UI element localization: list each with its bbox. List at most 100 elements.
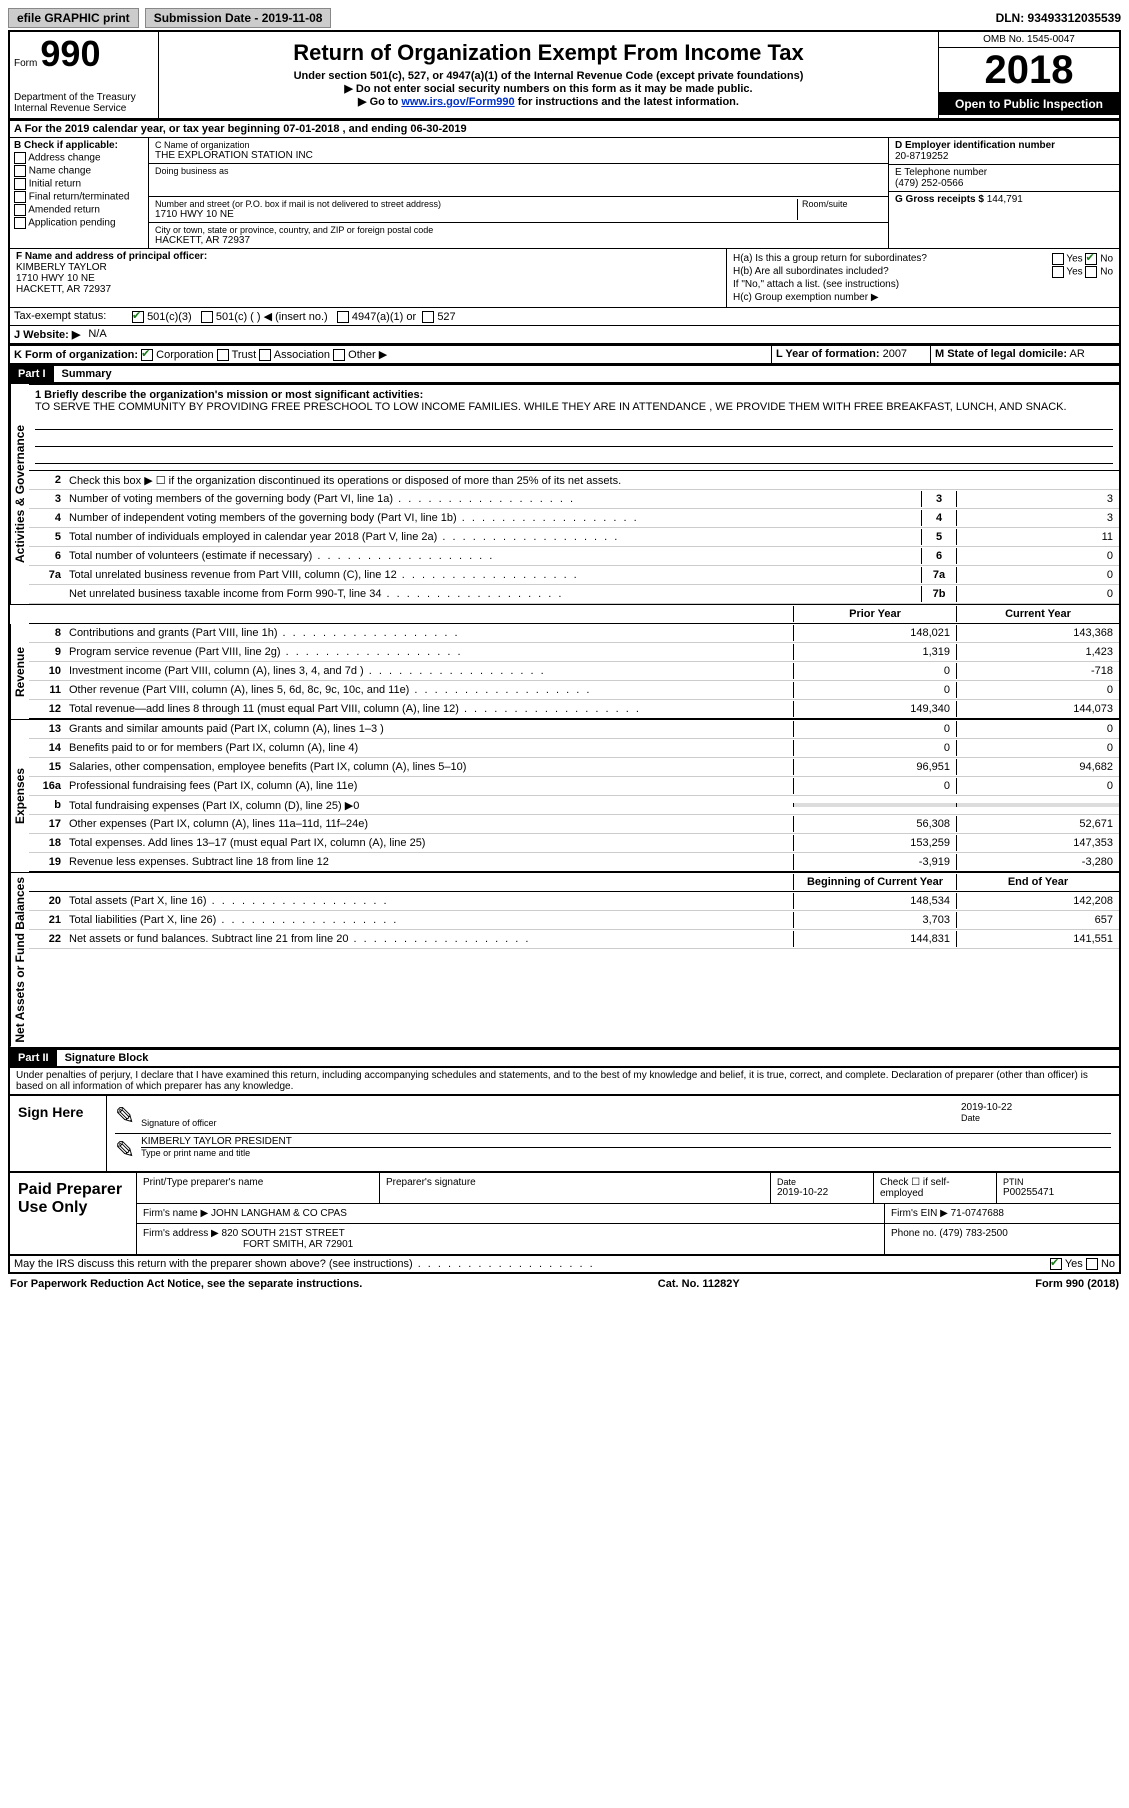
city-label: City or town, state or province, country…	[155, 225, 882, 235]
j-value: N/A	[84, 326, 110, 343]
opt-amended: Amended return	[28, 205, 100, 216]
prep-name-label: Print/Type preparer's name	[137, 1173, 380, 1203]
k-label: K Form of organization:	[14, 349, 138, 361]
discuss-yes[interactable]: Yes	[1065, 1258, 1083, 1270]
form-word: Form	[14, 58, 37, 69]
gross-value: 144,791	[987, 194, 1023, 205]
addr-value: 1710 HWY 10 NE	[155, 209, 797, 220]
revenue-line: 12Total revenue—add lines 8 through 11 (…	[29, 700, 1119, 719]
subtitle-1: Under section 501(c), 527, or 4947(a)(1)…	[167, 70, 930, 82]
opt-pending: Application pending	[28, 218, 115, 229]
org-name: THE EXPLORATION STATION INC	[155, 150, 882, 161]
box-f: F Name and address of principal officer:…	[10, 249, 726, 307]
sign-body: ✎ Signature of officer 2019-10-22 Date ✎…	[107, 1096, 1119, 1171]
k-trust[interactable]: Trust	[232, 349, 257, 361]
firm-addr-label: Firm's address ▶	[143, 1228, 219, 1239]
firm-ph-label: Phone no.	[891, 1228, 937, 1239]
l1-text: TO SERVE THE COMMUNITY BY PROVIDING FREE…	[35, 401, 1113, 413]
check-address-change[interactable]: Address change	[14, 152, 144, 164]
col-prior: Prior Year	[793, 606, 956, 622]
expense-line: 18Total expenses. Add lines 13–17 (must …	[29, 834, 1119, 853]
check-initial[interactable]: Initial return	[14, 178, 144, 190]
firm-addr-row: Firm's address ▶ 820 SOUTH 21ST STREET F…	[137, 1224, 885, 1254]
box-b-heading: B Check if applicable:	[14, 140, 144, 151]
instructions-link[interactable]: www.irs.gov/Form990	[401, 96, 514, 108]
firm-ein-row: Firm's EIN ▶ 71-0747688	[885, 1204, 1119, 1223]
sign-section: Sign Here ✎ Signature of officer 2019-10…	[8, 1094, 1121, 1173]
footer-mid: Cat. No. 11282Y	[658, 1278, 740, 1290]
preparer-body: Print/Type preparer's name Preparer's si…	[137, 1173, 1119, 1254]
revenue-line: 9Program service revenue (Part VIII, lin…	[29, 643, 1119, 662]
tax-year: 2018	[939, 48, 1119, 93]
prep-date-label: Date	[777, 1177, 867, 1187]
opt-527[interactable]: 527	[437, 311, 455, 323]
f-addr2: HACKETT, AR 72937	[16, 284, 720, 295]
revenue-line: 11Other revenue (Part VIII, column (A), …	[29, 681, 1119, 700]
activities-governance-section: Activities & Governance 1 Briefly descri…	[8, 384, 1121, 604]
ein-value: 20-8719252	[895, 151, 1113, 162]
header-mid: Return of Organization Exempt From Incom…	[159, 32, 938, 118]
box-c: C Name of organization THE EXPLORATION S…	[149, 138, 888, 248]
part1-title: Summary	[54, 366, 120, 382]
box-b: B Check if applicable: Address change Na…	[10, 138, 149, 248]
col-current: Current Year	[956, 606, 1119, 622]
form-number: 990	[40, 33, 100, 74]
tel-label: E Telephone number	[895, 167, 1113, 178]
hb-label: H(b) Are all subordinates included?	[733, 266, 889, 277]
prep-selfemp[interactable]: Check ☐ if self-employed	[874, 1173, 997, 1203]
opt-final: Final return/terminated	[29, 192, 130, 203]
mission-box: 1 Briefly describe the organization's mi…	[29, 384, 1119, 471]
check-pending[interactable]: Application pending	[14, 217, 144, 229]
sig-date: 2019-10-22	[961, 1102, 1111, 1113]
footer-left: For Paperwork Reduction Act Notice, see …	[10, 1278, 362, 1290]
ha-label: H(a) Is this a group return for subordin…	[733, 253, 927, 264]
col-hdr-row: b Prior Year Current Year	[8, 604, 1121, 624]
sig-name: KIMBERLY TAYLOR PRESIDENT	[141, 1136, 1111, 1147]
tel-row: E Telephone number (479) 252-0566	[889, 165, 1119, 192]
firm-ph: (479) 783-2500	[939, 1228, 1007, 1239]
check-amended[interactable]: Amended return	[14, 204, 144, 216]
box-m: M State of legal domicile: AR	[931, 346, 1119, 363]
opt-4947[interactable]: 4947(a)(1) or	[352, 311, 416, 323]
firm-name-row: Firm's name ▶ JOHN LANGHAM & CO CPAS	[137, 1204, 885, 1223]
prep-date: 2019-10-22	[777, 1187, 867, 1198]
k-assoc[interactable]: Association	[274, 349, 330, 361]
k-corp[interactable]: Corporation	[156, 349, 213, 361]
box-k: K Form of organization: Corporation Trus…	[10, 346, 771, 363]
check-final[interactable]: Final return/terminated	[14, 191, 144, 203]
submission-date-button[interactable]: Submission Date - 2019-11-08	[145, 8, 332, 28]
exp-vlabel: Expenses	[10, 720, 29, 872]
preparer-section: Paid Preparer Use Only Print/Type prepar…	[8, 1173, 1121, 1256]
part2-title: Signature Block	[57, 1050, 157, 1066]
sig-date-label: Date	[961, 1113, 1111, 1123]
line-a-text: A For the 2019 calendar year, or tax yea…	[10, 121, 471, 137]
header-right: OMB No. 1545-0047 2018 Open to Public In…	[938, 32, 1119, 118]
header-left: Form 990 Department of the Treasury Inte…	[10, 32, 159, 118]
efile-button[interactable]: efile GRAPHIC print	[8, 8, 139, 28]
ein-row: D Employer identification number 20-8719…	[889, 138, 1119, 165]
check-name-change[interactable]: Name change	[14, 165, 144, 177]
k-other[interactable]: Other ▶	[348, 349, 387, 361]
website-row: J Website: ▶ N/A	[8, 325, 1121, 346]
sub3-post: for instructions and the latest informat…	[515, 96, 739, 108]
opt-501c[interactable]: 501(c) ( ) ◀ (insert no.)	[216, 311, 328, 323]
discuss-row: May the IRS discuss this return with the…	[8, 1256, 1121, 1274]
department-label: Department of the Treasury Internal Reve…	[14, 92, 154, 114]
expense-line: 13Grants and similar amounts paid (Part …	[29, 720, 1119, 739]
col-end: End of Year	[956, 874, 1119, 890]
opt-501c3[interactable]: 501(c)(3)	[147, 311, 192, 323]
discuss-no[interactable]: No	[1101, 1258, 1115, 1270]
sig-officer-label: Signature of officer	[141, 1118, 961, 1128]
sig-name-label: Type or print name and title	[141, 1147, 1111, 1158]
part1-header-row: Part I Summary	[8, 366, 1121, 384]
dba-label: Doing business as	[155, 166, 882, 176]
tel-value: (479) 252-0566	[895, 178, 1113, 189]
netassets-line: 21Total liabilities (Part X, line 26)3,7…	[29, 911, 1119, 930]
addr-label: Number and street (or P.O. box if mail i…	[155, 199, 797, 209]
firm-ein-label: Firm's EIN ▶	[891, 1208, 948, 1219]
gross-label: G Gross receipts $	[895, 194, 984, 205]
f-addr1: 1710 HWY 10 NE	[16, 273, 720, 284]
expense-line: 14Benefits paid to or for members (Part …	[29, 739, 1119, 758]
ptin-label: PTIN	[1003, 1177, 1113, 1187]
j-label: J Website: ▶	[10, 326, 84, 343]
